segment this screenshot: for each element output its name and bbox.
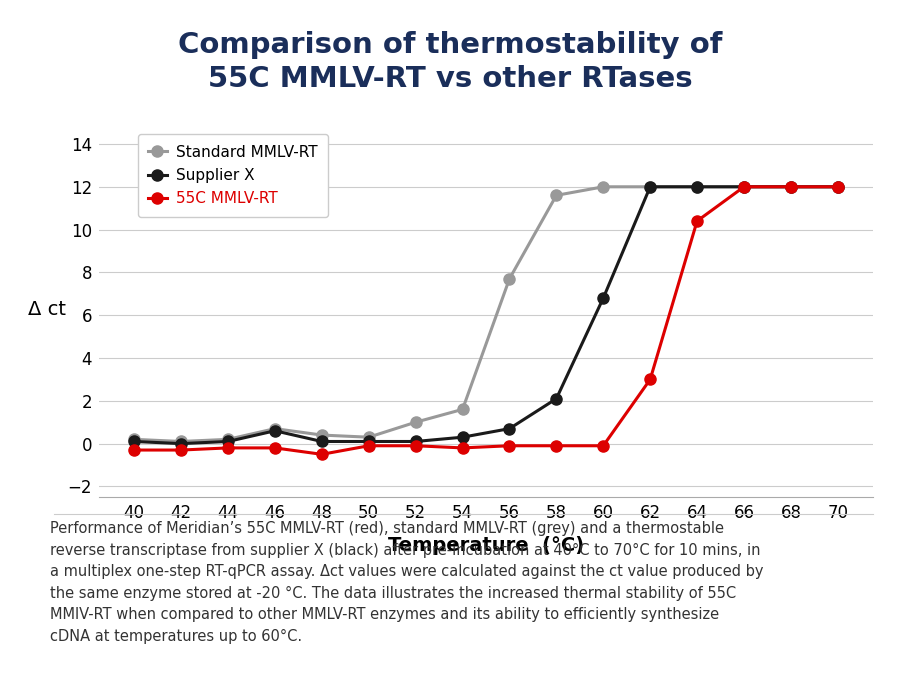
Y-axis label: Δ ct: Δ ct: [28, 300, 66, 319]
Legend: Standard MMLV-RT, Supplier X, 55C MMLV-RT: Standard MMLV-RT, Supplier X, 55C MMLV-R…: [138, 134, 328, 217]
Text: Comparison of thermostability of
55C MMLV-RT vs other RTases: Comparison of thermostability of 55C MML…: [178, 31, 722, 93]
X-axis label: Temperature  (°C): Temperature (°C): [388, 536, 584, 555]
Text: Performance of Meridian’s 55C MMLV-RT (red), standard MMLV-RT (grey) and a therm: Performance of Meridian’s 55C MMLV-RT (r…: [50, 521, 763, 644]
